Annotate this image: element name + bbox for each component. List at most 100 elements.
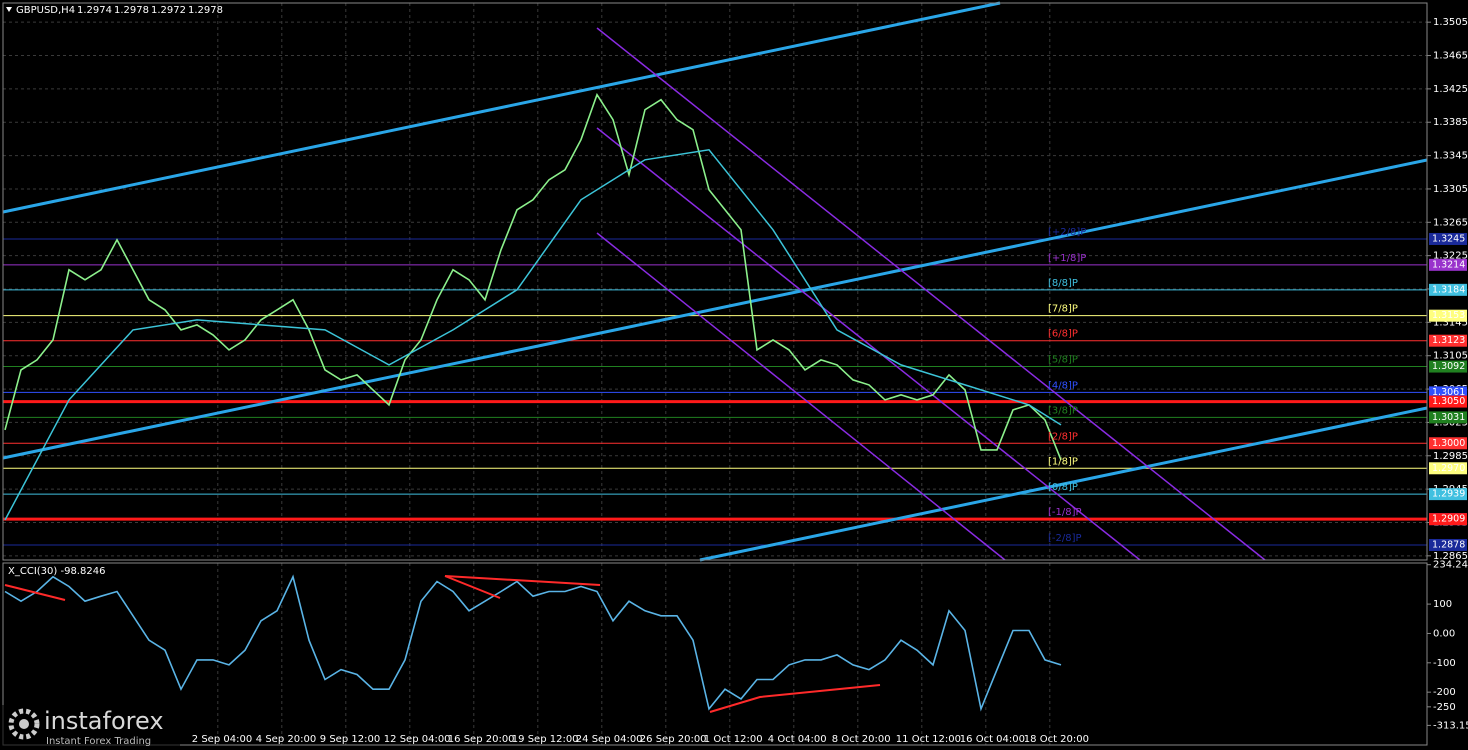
divergence-line — [444, 575, 601, 586]
divergence-line — [444, 575, 501, 599]
label-layer: 1.3505 1.3465 1.3425 1.3385 1.3345 1.3305 1.32… — [192, 17, 1468, 745]
level-tag: [2/8]P — [1048, 431, 1078, 442]
channel-line — [596, 232, 1006, 561]
x-tick-label: 2 Sep 04:00 — [192, 734, 252, 745]
tagline: Instant Forex Trading — [46, 736, 151, 747]
level-badge — [1429, 334, 1467, 347]
level-label: 1.3000 — [1432, 438, 1465, 449]
symbol: GBPUSD,H4 — [16, 5, 75, 16]
x-tick-label: 19 Sep 12:00 — [512, 734, 579, 745]
level-label: 1.3123 — [1432, 335, 1465, 346]
y-tick-label: 1.3305 — [1433, 184, 1468, 195]
moving-average — [4, 148, 1062, 521]
level-label: 1.3153 — [1432, 310, 1465, 321]
logo-core — [19, 719, 29, 729]
level-badge — [1429, 258, 1467, 271]
y-tick-label: 1.3505 — [1433, 17, 1468, 28]
price-panel-frame — [2, 2, 1428, 561]
level-badge — [1429, 462, 1467, 475]
key-level-badge — [1429, 513, 1467, 526]
y-tick-label: 0.00 — [1433, 628, 1455, 639]
cci-title: X_CCI(30) -98.8246 — [8, 566, 105, 577]
y-tick-label: 1.3145 — [1433, 317, 1468, 328]
channel-line — [2, 158, 1428, 460]
x-tick-label: 4 Sep 20:00 — [256, 734, 316, 745]
key-level-label: 1.2909 — [1432, 514, 1465, 525]
x-tick-label: 16 Sep 20:00 — [448, 734, 515, 745]
high: 1.2978 — [114, 5, 149, 16]
x-tick-label: 12 Sep 04:00 — [384, 734, 451, 745]
channel-line — [596, 127, 1141, 561]
level-label: 1.2939 — [1432, 489, 1465, 500]
grid-layer — [3, 3, 1427, 745]
key-level-badge — [1429, 395, 1467, 408]
level-badge — [1429, 488, 1467, 501]
y-tick-label: -250 — [1433, 702, 1456, 713]
level-tag: [8/8]P — [1048, 278, 1078, 289]
level-tag: [-1/8]P — [1048, 507, 1082, 518]
x-tick-label: 8 Oct 20:00 — [832, 734, 891, 745]
divergence-line — [4, 584, 66, 601]
level-label: 1.2970 — [1432, 463, 1465, 474]
y-tick-label: -100 — [1433, 658, 1456, 669]
trend-channels — [2, 1, 1428, 562]
level-tag: [0/8]P — [1048, 482, 1078, 493]
close: 1.2978 — [188, 5, 223, 16]
level-tag: [+2/8]P — [1048, 227, 1086, 238]
y-tick-label: 1.3225 — [1433, 251, 1468, 262]
level-badge — [1429, 283, 1467, 296]
key-level-label: 1.3050 — [1432, 396, 1465, 407]
logo — [8, 708, 40, 740]
y-tick-label: 1.3385 — [1433, 117, 1468, 128]
x-tick-label: 4 Oct 04:00 — [768, 734, 827, 745]
level-badge — [1429, 386, 1467, 399]
level-tag: [1/8]P — [1048, 456, 1078, 467]
series-line — [4, 92, 1062, 461]
level-badge — [1429, 437, 1467, 450]
regression-channel — [596, 27, 1266, 561]
level-badge — [1429, 411, 1467, 424]
open: 1.2974 — [77, 5, 112, 16]
y-tick-label: 234.2406 — [1433, 560, 1468, 571]
level-label: 1.3031 — [1432, 412, 1465, 423]
watermark: instaforex Instant Forex Trading — [0, 705, 180, 750]
level-tag: [3/8]P — [1048, 405, 1078, 416]
level-label: 1.3092 — [1432, 361, 1465, 372]
series-line — [4, 574, 1062, 712]
level-layer — [3, 238, 1427, 546]
level-tag: [-2/8]P — [1048, 533, 1082, 544]
low: 1.2972 — [151, 5, 186, 16]
level-label: 1.3245 — [1432, 233, 1465, 244]
level-tag: [6/8]P — [1048, 329, 1078, 340]
divergence-lines — [4, 575, 881, 713]
x-tick-label: 1 Oct 12:00 — [704, 734, 763, 745]
y-tick-label: 100 — [1433, 599, 1452, 610]
level-badge — [1429, 309, 1467, 322]
series-layer — [4, 92, 1062, 712]
level-label: 1.3184 — [1432, 284, 1465, 295]
x-tick-label: 18 Oct 20:00 — [1024, 734, 1089, 745]
x-tick-label: 16 Oct 04:00 — [960, 734, 1025, 745]
level-tag: [5/8]P — [1048, 355, 1078, 366]
level-badge — [1429, 232, 1467, 245]
menu-arrow[interactable] — [6, 7, 12, 12]
y-tick-label: 1.3105 — [1433, 351, 1468, 362]
y-tick-label: 1.2985 — [1433, 451, 1468, 462]
channel-line — [596, 27, 1266, 561]
y-tick-label: -313.1511 — [1433, 720, 1468, 731]
level-tag: [+1/8]P — [1048, 253, 1086, 264]
level-label: 1.3214 — [1432, 259, 1465, 270]
level-badge — [1429, 360, 1467, 373]
brand: instaforex — [44, 707, 164, 735]
y-tick-label: 1.3345 — [1433, 151, 1468, 162]
level-badge — [1429, 538, 1467, 551]
y-tick-label: 1.3425 — [1433, 84, 1468, 95]
channel-line — [2, 1, 1001, 214]
cci-panel-frame — [2, 562, 1428, 746]
y-tick-label: -200 — [1433, 687, 1456, 698]
level-label: 1.3061 — [1432, 387, 1465, 398]
y-tick-label: 1.3265 — [1433, 217, 1468, 228]
divergence-line — [709, 684, 881, 713]
